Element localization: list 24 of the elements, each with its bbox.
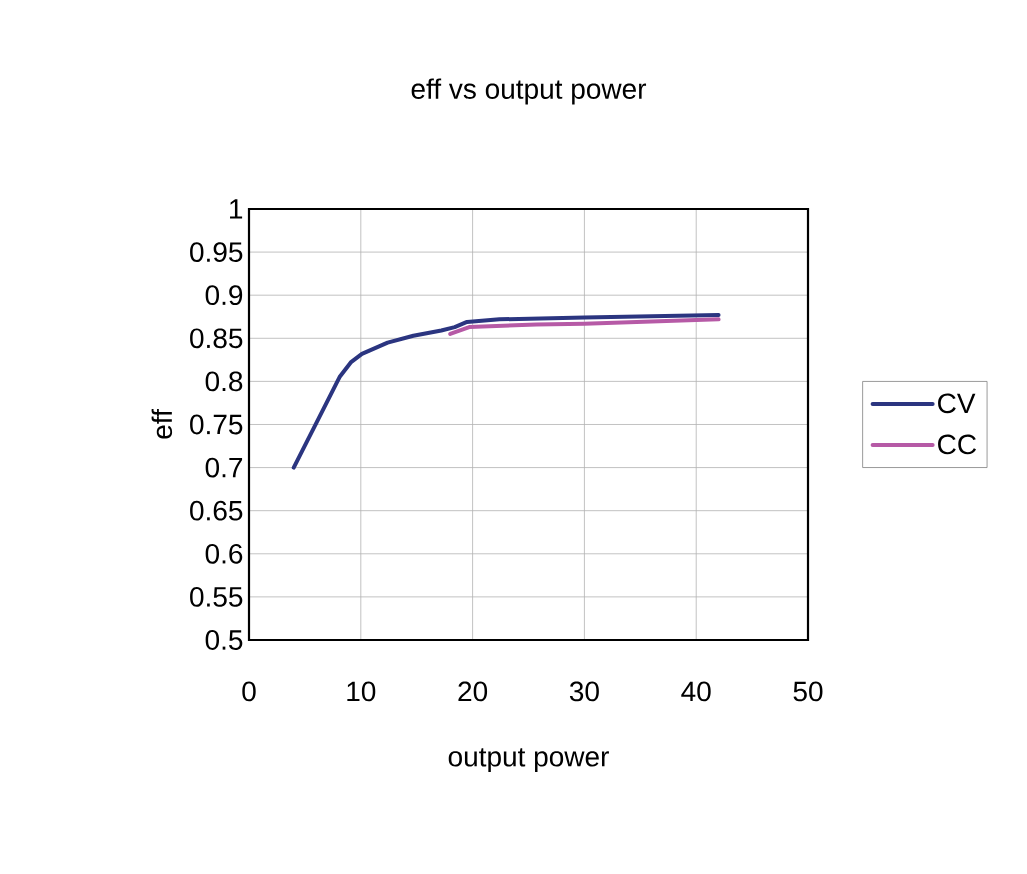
y-tick-label: 0.9 [205,285,243,306]
y-tick-label: 0.85 [190,328,243,349]
x-tick-label: 0 [242,681,256,702]
y-axis-title: eff [151,409,173,439]
y-tick-label: 0.65 [190,500,243,521]
x-tick-label: 20 [458,681,488,702]
x-tick-label: 50 [793,681,823,702]
y-tick-label: 0.6 [205,543,243,564]
chart-title: eff vs output power [411,78,647,105]
y-tick-label: 0.8 [205,371,243,392]
legend-label: CC [938,434,976,455]
line-series [448,317,721,336]
legend-label: CV [938,393,976,414]
x-tick-label: 40 [681,681,711,702]
y-tick-label: 0.75 [190,414,243,435]
y-tick-label: 0.5 [205,630,243,650]
y-tick-label: 0.55 [190,586,243,607]
x-tick-label: 10 [347,681,376,702]
x-tick-label: 30 [569,681,599,702]
y-tick-label: 1 [230,199,243,219]
y-tick-label: 0.95 [190,242,243,262]
line-series [291,313,721,470]
x-axis-title: output power [448,748,609,773]
y-tick-label: 0.7 [205,457,243,478]
